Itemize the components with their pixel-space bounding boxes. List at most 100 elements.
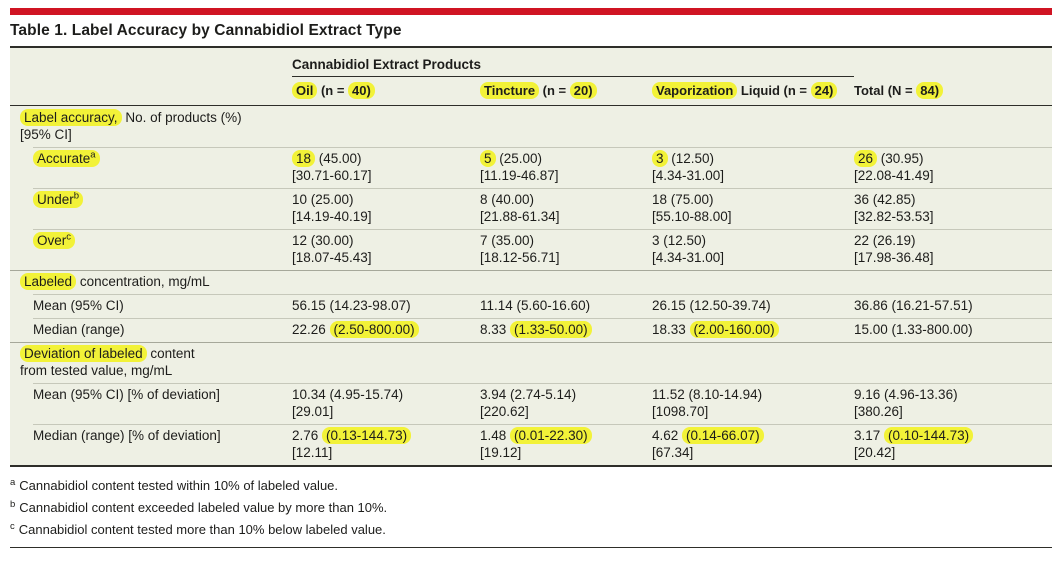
- highlight-mark: (2.00-160.00): [689, 321, 779, 338]
- text: [19.12]: [480, 445, 522, 460]
- cell-value-line: [1098.70]: [652, 403, 848, 420]
- cell-value-line: 18 (45.00): [292, 150, 474, 167]
- highlight-mark: (0.01-22.30): [510, 427, 592, 444]
- text: 1.48: [480, 428, 511, 443]
- article-table-page: Table 1. Label Accuracy by Cannabidiol E…: [10, 8, 1052, 548]
- group-header-spacer: [854, 48, 1052, 77]
- table-cell: 18.33 (2.00-160.00): [652, 318, 854, 342]
- text: Liquid (n =: [737, 83, 811, 98]
- table-cell: 9.16 (4.96-13.36) [380.26]: [854, 383, 1052, 424]
- text: [18.07-45.43]: [292, 250, 372, 265]
- footnote-text: Cannabidiol content exceeded labeled val…: [19, 500, 388, 515]
- text-segment: 22.26: [292, 322, 330, 337]
- text-segment: 36 (42.85): [854, 192, 916, 207]
- section-row: Deviation of labeled content from tested …: [10, 342, 1052, 383]
- highlight-mark: Tincture: [480, 82, 540, 99]
- column-header-row: Oil (n = 40) Tincture (n = 20) Vaporizatio…: [10, 77, 1052, 106]
- row-label: Underb: [10, 188, 292, 229]
- text-segment: 10 (25.00): [292, 192, 354, 207]
- table-cell: [480, 342, 652, 383]
- row-label-line: Overc: [33, 232, 286, 249]
- text-segment: 15.00 (1.33-800.00): [854, 322, 973, 337]
- cell-value-line: 3 (12.50): [652, 150, 848, 167]
- text-segment: 56.15 (14.23-98.07): [292, 298, 411, 313]
- text: (1.33-50.00): [514, 322, 588, 337]
- cell-value-line: 9.16 (4.96-13.36): [854, 386, 1046, 403]
- text: Under: [37, 192, 74, 207]
- text-segment: 11.52 (8.10-14.94): [652, 387, 762, 402]
- table-cell: 11.14 (5.60-16.60): [480, 294, 652, 318]
- row-label-line: Median (range) [% of deviation]: [33, 427, 286, 444]
- text: (12.50): [667, 151, 715, 166]
- cell-value-line: 1.48 (0.01-22.30): [480, 427, 646, 444]
- table-cell: 26.15 (12.50-39.74): [652, 294, 854, 318]
- cell-value-line: 56.15 (14.23-98.07): [292, 297, 474, 314]
- table-head: Cannabidiol Extract Products Oil (n = 40…: [10, 48, 1052, 106]
- text: [17.98-36.48]: [854, 250, 934, 265]
- highlight-mark: 5: [480, 150, 496, 167]
- column-header: Total (N = 84): [854, 77, 1052, 106]
- text-segment: No. of products (%): [122, 110, 241, 125]
- cell-value-line: 7 (35.00): [480, 232, 646, 249]
- row-label: Label accuracy, No. of products (%) [95% …: [10, 106, 292, 147]
- cell-value-line: 26 (30.95): [854, 150, 1046, 167]
- highlight-mark: Accuratea: [33, 150, 100, 167]
- column-header: Tincture (n = 20): [480, 77, 652, 106]
- table-cell: 3 (12.50) [4.34-31.00]: [652, 229, 854, 270]
- text: [21.88-61.34]: [480, 209, 560, 224]
- text: 18.33: [652, 322, 690, 337]
- cell-value-line: [21.88-61.34]: [480, 208, 646, 225]
- table-cell: 7 (35.00) [18.12-56.71]: [480, 229, 652, 270]
- table-cell: [480, 106, 652, 147]
- table-cell: 2.76 (0.13-144.73) [12.11]: [292, 424, 480, 465]
- table-row: Accuratea 18 (45.00) [30.71-60.17] 5 (25.00…: [10, 147, 1052, 188]
- table-cell: 8.33 (1.33-50.00): [480, 318, 652, 342]
- table-cell: [854, 342, 1052, 383]
- table-cell: [292, 270, 480, 294]
- text: 5: [484, 151, 492, 166]
- cell-value-line: 18 (75.00): [652, 191, 848, 208]
- text-segment: 3.94 (2.74-5.14): [480, 387, 576, 402]
- text-segment: 22 (26.19): [854, 233, 916, 248]
- text: [29.01]: [292, 404, 334, 419]
- cell-value-line: [22.08-41.49]: [854, 167, 1046, 184]
- text: [4.34-31.00]: [652, 250, 725, 265]
- text-segment: [67.34]: [652, 445, 693, 460]
- text-segment: Median (range): [33, 322, 125, 337]
- group-header-row: Cannabidiol Extract Products: [10, 48, 1052, 77]
- text: 40): [352, 83, 371, 98]
- text: 18: [296, 151, 312, 166]
- section-row: Labeled concentration, mg/mL: [10, 270, 1052, 294]
- cell-value-line: [17.98-36.48]: [854, 249, 1046, 266]
- text-segment: [14.19-40.19]: [292, 209, 372, 224]
- table-row: Median (range) [% of deviation] 2.76 (0.1…: [10, 424, 1052, 465]
- text-segment: [220.62]: [480, 404, 529, 419]
- cell-value-line: [19.12]: [480, 444, 646, 461]
- text-segment: from tested value, mg/mL: [20, 363, 172, 378]
- highlight-mark: Labeled: [20, 273, 77, 290]
- table-cell: 18 (75.00) [55.10-88.00]: [652, 188, 854, 229]
- text-segment: 11.14 (5.60-16.60): [480, 298, 590, 313]
- text: [1098.70]: [652, 404, 709, 419]
- highlight-mark: 24): [810, 82, 838, 99]
- text: (n =: [539, 83, 570, 98]
- text: Oil: [296, 83, 314, 98]
- text-segment: 7 (35.00): [480, 233, 534, 248]
- text: 12 (30.00): [292, 233, 354, 248]
- footnotes: a Cannabidiol content tested within 10% o…: [10, 467, 1052, 537]
- row-label: Accuratea: [10, 147, 292, 188]
- highlight-mark: (1.33-50.00): [510, 321, 592, 338]
- text-segment: 26.15 (12.50-39.74): [652, 298, 771, 313]
- text: [18.12-56.71]: [480, 250, 560, 265]
- group-header-spacer: [10, 48, 292, 77]
- table-cell: 18 (45.00) [30.71-60.17]: [292, 147, 480, 188]
- cell-value-line: [12.11]: [292, 444, 474, 461]
- cell-value-line: 15.00 (1.33-800.00): [854, 321, 1046, 338]
- text: 36 (42.85): [854, 192, 916, 207]
- text: content: [146, 346, 195, 361]
- text-segment: 36.86 (16.21-57.51): [854, 298, 973, 313]
- text: Accurate: [37, 151, 91, 166]
- label-accuracy-table: Cannabidiol Extract Products Oil (n = 40…: [10, 48, 1052, 467]
- text-segment: [18.12-56.71]: [480, 250, 560, 265]
- text-segment: 9.16 (4.96-13.36): [854, 387, 958, 402]
